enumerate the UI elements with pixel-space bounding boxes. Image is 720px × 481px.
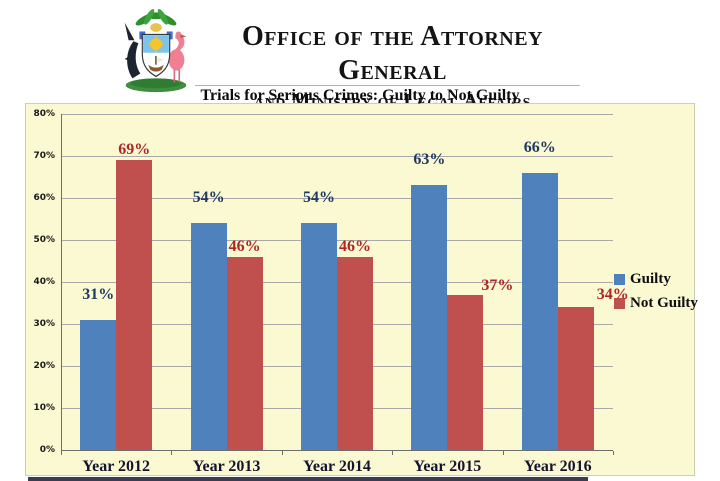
bar-guilty-year-2012	[80, 319, 117, 450]
legend-swatch-guilty	[614, 274, 625, 285]
x-axis-tick	[613, 451, 614, 455]
y-axis-line	[61, 114, 62, 451]
data-label-not-guilty-year-2012: 69%	[118, 141, 151, 159]
chart-title: Trials for Serious Crimes: Guilty to Not…	[200, 87, 520, 104]
bar-not-guilty-year-2016	[557, 307, 594, 450]
chart-legend: Guilty Not Guilty	[614, 272, 698, 320]
footer-strip	[28, 477, 588, 481]
x-axis-category-label: Year 2016	[523, 458, 592, 475]
gridline	[61, 198, 613, 199]
legend-item-guilty: Guilty	[614, 272, 698, 287]
ship-sail	[156, 56, 164, 63]
flamingo-head	[175, 31, 182, 38]
x-axis-category-label: Year 2014	[303, 458, 371, 475]
y-axis-tick-label: 50%	[33, 235, 55, 245]
x-axis-tick	[502, 451, 504, 455]
flamingo-beak	[180, 34, 187, 39]
header: Office of the Attorney General and Minis…	[0, 0, 720, 112]
marlin-figure	[127, 41, 141, 79]
y-axis-tick-label: 0%	[39, 445, 55, 455]
data-label-not-guilty-year-2014: 46%	[339, 237, 371, 255]
shield-ship-hull	[148, 64, 164, 72]
header-divider	[195, 85, 580, 86]
gridline	[61, 156, 613, 157]
y-axis-tick-label: 80%	[33, 109, 55, 119]
data-label-not-guilty-year-2015: 37%	[481, 276, 514, 294]
bar-not-guilty-year-2014	[337, 256, 373, 450]
conch-shell	[150, 23, 162, 32]
bahamas-coat-of-arms-logo	[124, 9, 187, 93]
x-axis-category-label: Year 2013	[192, 458, 261, 475]
y-axis-tick-label: 40%	[33, 277, 55, 287]
legend-item-not-guilty: Not Guilty	[614, 296, 698, 311]
data-label-not-guilty-year-2013: 46%	[228, 237, 261, 255]
legend-label-guilty: Guilty	[630, 271, 671, 287]
data-label-not-guilty-year-2016: 34%	[596, 286, 629, 304]
flamingo-leg	[178, 69, 181, 83]
x-axis-tick	[171, 451, 173, 455]
gridline	[61, 240, 613, 241]
data-label-guilty-year-2016: 66%	[523, 138, 556, 156]
bar-not-guilty-year-2013	[226, 256, 263, 450]
x-axis-tick	[61, 451, 62, 455]
ship-mast	[155, 55, 157, 65]
bar-guilty-year-2016	[521, 172, 558, 450]
x-axis-line	[61, 450, 613, 451]
sun-rays	[148, 36, 164, 52]
x-axis-category-label: Year 2012	[82, 458, 151, 475]
y-axis-tick-label: 60%	[33, 193, 55, 203]
bar-guilty-year-2013	[190, 223, 227, 450]
bar-guilty-year-2014	[301, 223, 337, 450]
flamingo-body	[168, 49, 185, 71]
legend-swatch-not-guilty	[614, 298, 625, 309]
shield-sun	[150, 38, 162, 51]
bar-not-guilty-year-2015	[447, 294, 484, 450]
x-axis-category-label: Year 2015	[413, 458, 482, 475]
data-label-guilty-year-2012: 31%	[82, 285, 115, 303]
y-axis-tick-label: 70%	[33, 151, 55, 161]
flamingo-neck	[174, 34, 185, 52]
legend-label-not-guilty: Not Guilty	[630, 295, 698, 311]
y-axis-tick-label: 10%	[33, 403, 55, 413]
gridline	[61, 114, 613, 115]
y-axis-tick-label: 30%	[33, 319, 55, 329]
logo-base-shadow	[130, 78, 182, 89]
flamingo-leg	[173, 69, 176, 83]
marlin-fin	[124, 54, 132, 62]
bar-not-guilty-year-2012	[116, 160, 153, 450]
x-axis-tick	[392, 451, 394, 455]
bar-chart: Guilty Not Guilty 0% 10% 20% 30% 40% 50% 60% 70…	[25, 103, 698, 476]
palm-fronds	[135, 9, 177, 26]
bar-guilty-year-2015	[411, 185, 448, 450]
x-axis-tick	[281, 451, 283, 455]
marlin-bill	[124, 22, 135, 41]
data-label-guilty-year-2015: 63%	[413, 151, 446, 169]
org-name-line1: Office of the Attorney General	[241, 21, 543, 86]
data-label-guilty-year-2013: 54%	[192, 189, 225, 207]
data-label-guilty-year-2014: 54%	[303, 189, 335, 207]
y-axis-tick-label: 20%	[33, 361, 55, 371]
